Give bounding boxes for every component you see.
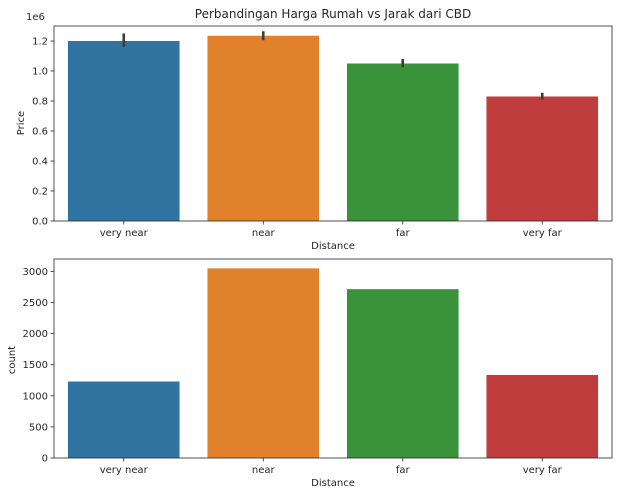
bar-very-near (67, 381, 180, 458)
bar-near (207, 268, 320, 458)
y-tick-label: 1.2 (32, 37, 48, 48)
y-tick-label: 2500 (23, 298, 48, 309)
bars (67, 268, 599, 458)
y-tick-label: 0.4 (32, 157, 48, 168)
y-tick-label: 1000 (23, 391, 48, 402)
y-tick-label: 1500 (23, 360, 48, 371)
y-axis-ticks: 0 500 1000 1500 2000 2500 3000 (23, 267, 54, 465)
y-axis-label: count (7, 346, 18, 374)
price-bar-chart: Perbandingan Harga Rumah vs Jarak dari C… (16, 7, 613, 252)
y-tick-label: 1.0 (32, 67, 48, 78)
y-tick-label: 500 (29, 422, 48, 433)
bar-very-far (486, 96, 599, 221)
y-tick-label: 2000 (23, 329, 48, 340)
count-bar-chart: 0 500 1000 1500 2000 2500 3000 very near near fa… (7, 258, 613, 489)
x-tick-label: very far (523, 465, 563, 476)
y-tick-label: 0.0 (32, 217, 48, 228)
bar-near (207, 35, 320, 221)
x-tick-label: very near (100, 228, 149, 239)
x-axis-ticks: very near near far very far (100, 221, 563, 239)
x-tick-label: very far (523, 228, 563, 239)
error-bars (122, 31, 544, 100)
x-axis-label: Distance (311, 241, 355, 252)
x-tick-label: far (396, 228, 411, 239)
bars (67, 35, 599, 221)
y-tick-label: 0.8 (32, 97, 48, 108)
x-axis-ticks: very near near far very far (100, 458, 563, 476)
y-axis-label: Price (16, 111, 27, 135)
chart-title: Perbandingan Harga Rumah vs Jarak dari C… (195, 7, 471, 21)
y-tick-label: 0.6 (32, 127, 48, 138)
x-axis-label: Distance (311, 478, 355, 489)
x-tick-label: near (252, 465, 276, 476)
y-offset-text: 1e6 (26, 12, 45, 23)
x-tick-label: near (252, 228, 276, 239)
axes-frame (53, 25, 613, 222)
x-tick-label: very near (100, 465, 149, 476)
y-tick-label: 3000 (23, 267, 48, 278)
bar-far (346, 63, 459, 221)
bar-very-far (486, 374, 599, 458)
bar-very-near (67, 41, 180, 221)
axes-frame (53, 258, 613, 459)
y-tick-label: 0 (42, 454, 48, 465)
y-axis-ticks: 0.0 0.2 0.4 0.6 0.8 1.0 1.2 (32, 37, 54, 228)
y-tick-label: 0.2 (32, 187, 48, 198)
bar-far (346, 289, 459, 458)
x-tick-label: far (396, 465, 411, 476)
